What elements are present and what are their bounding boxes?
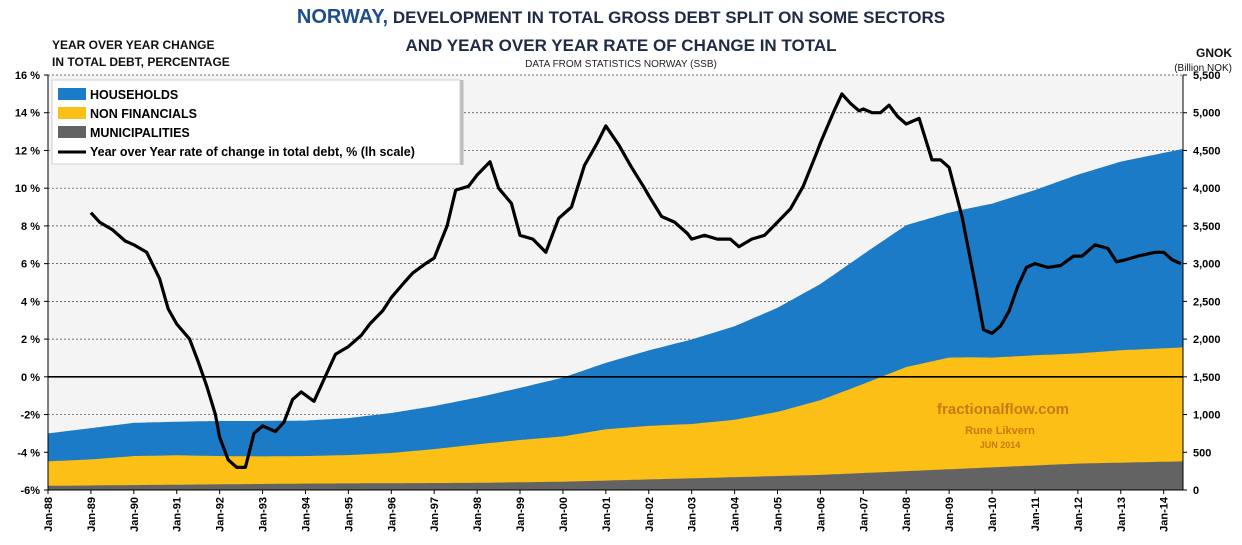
right-axis: 0 500 1,000 1,500 2,000 2,500 3,000 3,500 4,000 4…: [1182, 70, 1221, 497]
x-tick-label: Jan-93: [258, 497, 270, 532]
left-tick-label: 10 %: [15, 183, 40, 195]
legend-label: MUNICIPALITIES: [90, 126, 190, 140]
chart-title: NORWAY, DEVELOPMENT IN TOTAL GROSS DEBT …: [0, 6, 1242, 29]
x-tick-label: Jan-12: [1073, 497, 1085, 532]
x-tick-label: Jan-04: [730, 496, 742, 532]
x-tick-label: Jan-06: [815, 497, 827, 532]
x-tick-label: Jan-13: [1116, 497, 1128, 532]
legend-swatch: [58, 126, 86, 138]
x-tick-label: Jan-99: [515, 497, 527, 532]
right-axis-title-line2: (Billion NOK): [1174, 63, 1232, 74]
right-axis-title: GNOK (Billion NOK): [1174, 46, 1232, 76]
left-tick-label: -4 %: [17, 447, 40, 459]
x-tick-label: Jan-92: [215, 497, 227, 532]
left-axis: -6% -4 % -2% 0 % 2 % 4 % 6 % 8 % 10 % 12 % 14 % 16 …: [15, 70, 49, 497]
watermark: fractionalflow.com Rune Likvern JUN 2014: [937, 401, 1069, 450]
x-tick-label: Jan-01: [601, 497, 613, 532]
right-tick-label: 2,500: [1193, 296, 1221, 308]
x-tick-label: Jan-90: [129, 497, 141, 532]
left-axis-title: YEAR OVER YEAR CHANGE IN TOTAL DEBT, PER…: [52, 37, 230, 71]
yoy-change-line: [89, 92, 1182, 469]
left-tick-label: 6 %: [21, 259, 40, 271]
legend-label: NON FINANCIALS: [90, 107, 197, 121]
title-country: NORWAY,: [296, 6, 389, 28]
area-municipalities: [48, 461, 1183, 490]
right-tick-label: 3,000: [1193, 259, 1221, 271]
x-tick-label: Jan-07: [858, 497, 870, 532]
watermark-author: Rune Likvern: [965, 425, 1035, 437]
right-tick-label: 3,500: [1193, 221, 1221, 233]
right-tick-label: 1,500: [1193, 372, 1221, 384]
right-tick-label: 1,000: [1193, 410, 1221, 422]
left-tick-label: 2 %: [21, 334, 40, 346]
title-main: DEVELOPMENT IN TOTAL GROSS DEBT SPLIT ON…: [392, 8, 946, 27]
x-tick-label: Jan-00: [558, 497, 570, 532]
right-tick-label: 0: [1193, 485, 1199, 497]
legend: HOUSEHOLDS NON FINANCIALS MUNICIPALITIES Ye…: [51, 79, 464, 165]
legend-label: Year over Year rate of change in total d…: [90, 145, 415, 159]
left-tick-label: 0 %: [21, 372, 40, 384]
left-tick-label: 8 %: [21, 221, 40, 233]
left-axis-title-line1: YEAR OVER YEAR CHANGE: [52, 38, 215, 52]
x-tick-label: Jan-03: [687, 497, 699, 532]
right-tick-label: 5,500: [1193, 70, 1221, 82]
left-tick-label: -6%: [20, 485, 40, 497]
legend-swatch: [58, 107, 86, 119]
yoy-line: [89, 92, 1182, 469]
stacked-areas: [48, 148, 1183, 490]
x-tick-label: Jan-02: [644, 497, 656, 532]
x-tick-label: Jan-95: [343, 497, 355, 532]
x-tick-label: Jan-05: [772, 497, 784, 532]
x-tick-label: Jan-96: [386, 497, 398, 532]
x-tick-label: Jan-98: [472, 497, 484, 532]
x-tick-label: Jan-14: [1159, 496, 1171, 532]
left-axis-title-line2: IN TOTAL DEBT, PERCENTAGE: [52, 55, 230, 69]
x-tick-label: Jan-09: [944, 497, 956, 532]
x-axis: Jan-88 Jan-89 Jan-90 Jan-91 Jan-92 Jan-93 Jan-…: [43, 489, 1183, 532]
x-tick-label: Jan-94: [300, 496, 312, 532]
x-tick-label: Jan-97: [429, 497, 441, 532]
right-tick-label: 4,000: [1193, 183, 1221, 195]
left-tick-label: 14 %: [15, 108, 40, 120]
left-tick-label: -2%: [20, 410, 40, 422]
data-source: DATA FROM STATISTICS NORWAY (SSB): [525, 59, 717, 70]
x-tick-label: Jan-11: [1030, 497, 1042, 531]
left-tick-label: 4 %: [21, 296, 40, 308]
watermark-site: fractionalflow.com: [937, 401, 1069, 418]
legend-swatch: [58, 88, 86, 100]
legend-label: HOUSEHOLDS: [90, 88, 178, 102]
x-tick-label: Jan-89: [86, 497, 98, 532]
right-tick-label: 500: [1193, 447, 1211, 459]
left-tick-label: 12 %: [15, 145, 40, 157]
right-tick-label: 4,500: [1193, 145, 1221, 157]
legend-box: [51, 79, 461, 165]
area-non-financials: [48, 347, 1183, 490]
right-tick-label: 2,000: [1193, 334, 1221, 346]
x-tick-label: Jan-08: [901, 497, 913, 532]
left-tick-label: 16 %: [15, 70, 40, 82]
x-tick-label: Jan-91: [172, 497, 184, 532]
right-axis-title-line1: GNOK: [1196, 46, 1232, 60]
watermark-date: JUN 2014: [980, 440, 1021, 450]
x-tick-label: Jan-88: [43, 497, 55, 532]
chart-title-line2: AND YEAR OVER YEAR RATE OF CHANGE IN TOT…: [405, 36, 837, 55]
x-tick-label: Jan-10: [987, 497, 999, 532]
right-tick-label: 5,000: [1193, 108, 1221, 120]
